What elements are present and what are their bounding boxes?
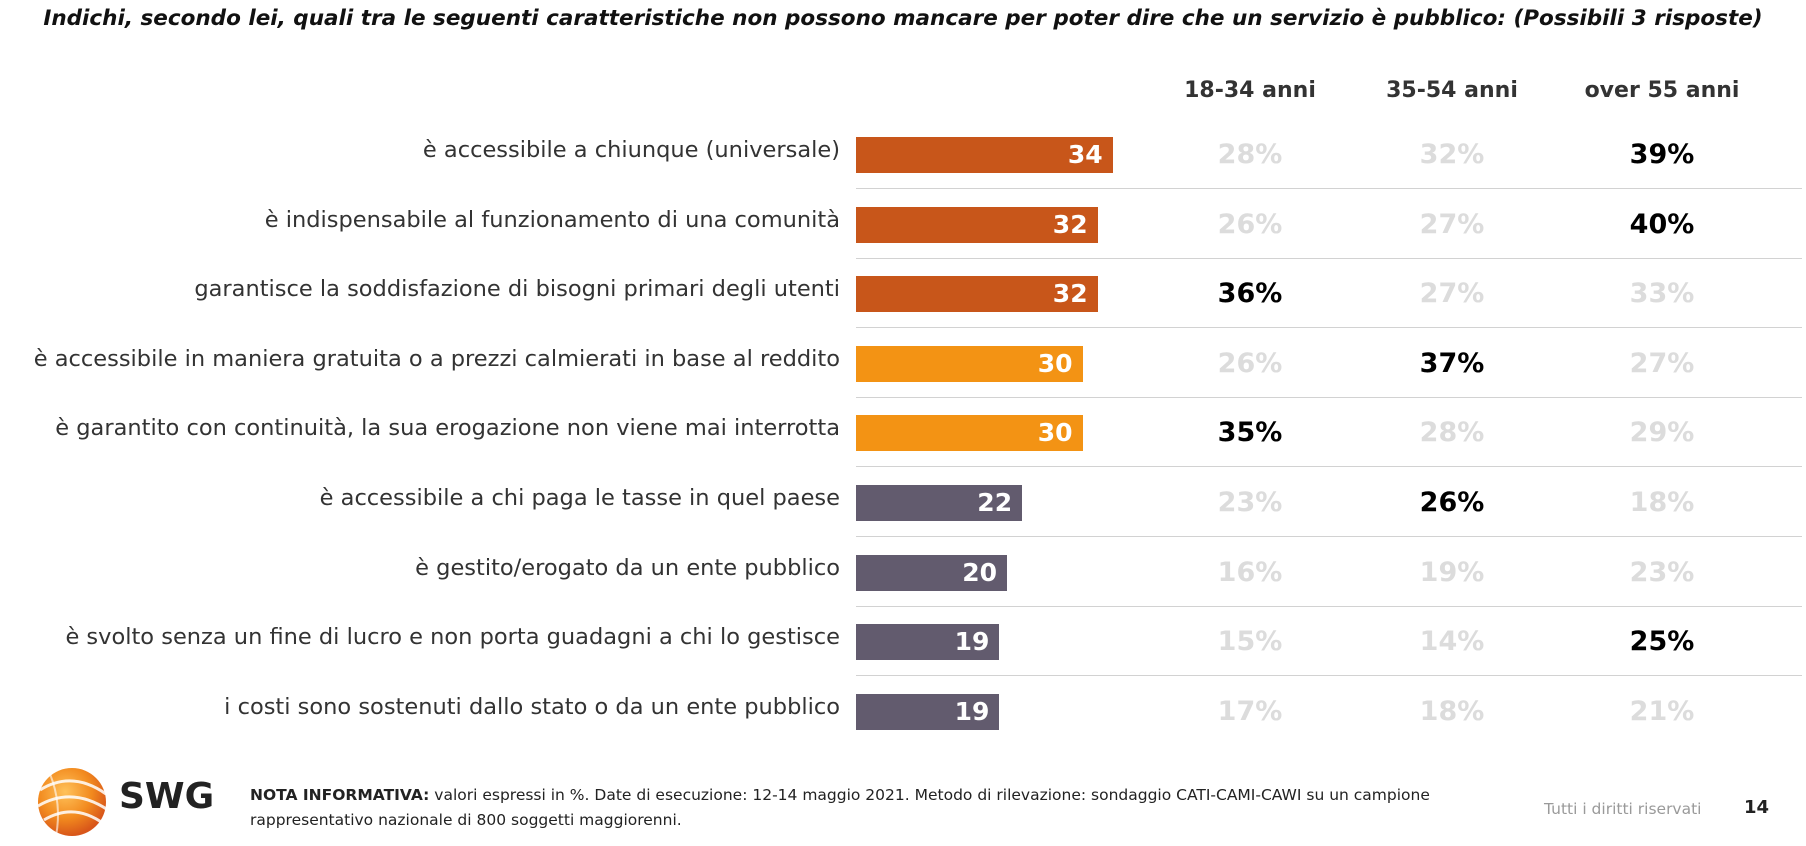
category-label: è accessibile a chiunque (universale) [422,137,840,163]
age-group-value: 19% [1419,556,1485,588]
age-group-value: 32% [1419,139,1485,170]
age-group-value: 33% [1629,278,1695,310]
bar: 30 [856,415,1083,452]
bar: 32 [856,206,1098,243]
age-group-value: 36% [1217,278,1283,310]
age-group-value: 29% [1629,417,1695,449]
age-group-value: 28% [1217,139,1283,170]
age-group-value: 37% [1419,347,1485,379]
age-group-value: 27% [1419,278,1485,310]
row-separator [856,396,1802,398]
category-label: è indispensabile al funzionamento di una… [264,206,840,233]
row-separator [856,605,1802,607]
age-group-value: 18% [1419,695,1485,727]
chart-row: è accessibile a chiunque (universale) 34 2… [0,119,1806,189]
row-separator [856,536,1802,537]
row-separator [856,675,1802,677]
age-group-value: 26% [1217,208,1283,240]
footnote-label: NOTA INFORMATIVA: [250,786,430,804]
age-group-value: 39% [1629,139,1695,170]
category-label: i costi sono sostenuti dallo stato o da … [224,693,840,720]
bar-value-label: 19 [954,696,990,726]
bar-value-label: 30 [1037,348,1073,378]
column-header: over 55 anni [1584,78,1740,103]
chart-row: è indispensabile al funzionamento di una… [0,189,1806,259]
chart-row: è garantito con continuità, la sua eroga… [0,397,1806,468]
age-group-value: 35% [1217,417,1283,449]
chart-row: i costi sono sostenuti dallo stato o da … [0,676,1806,746]
row-separator [856,257,1802,259]
bar: 19 [856,693,1000,730]
age-group-value: 27% [1629,347,1695,379]
chart-row: garantisce la soddisfazione di bisogni p… [0,258,1806,329]
category-label: è gestito/erogato da un ente pubblico [415,554,840,581]
age-group-value: 25% [1629,626,1695,658]
row-separator [856,327,1802,329]
bar-value-label: 30 [1037,418,1073,448]
age-group-value: 28% [1419,417,1485,449]
footnote: NOTA INFORMATIVA: valori espressi in %. … [250,783,1450,833]
age-group-value: 26% [1217,347,1283,379]
category-label: garantisce la soddisfazione di bisogni p… [194,276,840,303]
age-group-value: 21% [1629,695,1695,727]
chart-title: Indichi, secondo lei, quali tra le segue… [43,6,1763,31]
swg-logo-icon [37,768,109,837]
chart-row: è accessibile in maniera gratuita o a pr… [0,328,1806,398]
bar: 22 [856,485,1023,521]
bar: 19 [856,624,1000,661]
bar-value-label: 34 [1067,140,1103,169]
age-group-value: 17% [1217,695,1283,727]
age-group-value: 18% [1629,487,1695,518]
bar-value-label: 20 [962,557,997,587]
age-group-value: 27% [1419,208,1485,240]
bar-value-label: 22 [977,488,1013,517]
category-label: è accessibile a chi paga le tasse in que… [319,485,840,511]
age-group-value: 23% [1217,487,1283,518]
column-header: 18-34 anni [1184,78,1316,103]
bar: 34 [856,137,1113,173]
bar: 30 [856,345,1083,382]
bar: 20 [856,554,1007,591]
chart-row: è gestito/erogato da un ente pubblico 20 1… [0,537,1806,607]
chart-row: è svolto senza un fine di lucro e non po… [0,606,1806,677]
row-separator [856,188,1802,189]
category-label: è accessibile in maniera gratuita o a pr… [33,345,840,372]
page-number: 14 [1744,797,1770,818]
bar-value-label: 32 [1052,279,1088,309]
age-group-value: 26% [1419,487,1485,518]
column-header: 35-54 anni [1386,78,1518,103]
rights-text: Tutti i diritti riservati [1544,800,1702,818]
category-label: è svolto senza un fine di lucro e non po… [65,624,840,651]
bar: 32 [856,276,1098,313]
bar-value-label: 32 [1052,209,1088,239]
bar-value-label: 19 [954,627,990,657]
chart-row: è accessibile a chi paga le tasse in que… [0,467,1806,537]
age-group-value: 23% [1629,556,1695,588]
category-label: è garantito con continuità, la sua eroga… [55,415,840,442]
logo-text: SWG [119,776,215,817]
age-group-value: 40% [1629,208,1695,240]
age-group-value: 16% [1217,556,1283,588]
age-group-value: 14% [1419,626,1485,658]
row-separator [856,466,1802,468]
age-group-value: 15% [1217,626,1283,658]
footnote-text: valori espressi in %. Date di esecuzione… [250,786,1430,829]
